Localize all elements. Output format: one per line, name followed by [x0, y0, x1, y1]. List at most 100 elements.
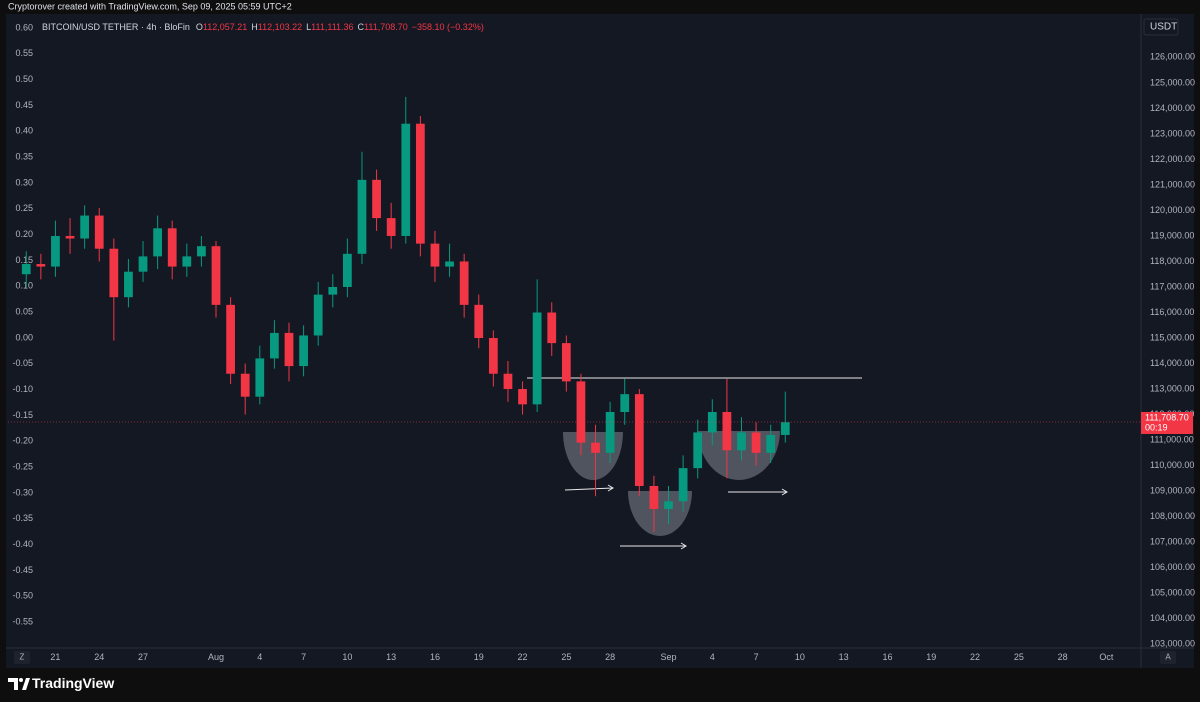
- y-tick-label: 119,000.00: [1150, 230, 1194, 240]
- logo-part: [19, 678, 23, 682]
- scale-button-label[interactable]: A: [1165, 653, 1171, 662]
- candle-body: [240, 373, 250, 397]
- candle-body: [430, 243, 440, 267]
- y-tick-label: 124,000.00: [1150, 103, 1195, 113]
- x-tick-label: 4: [710, 652, 715, 662]
- ohlc-label: C: [358, 22, 365, 32]
- scale-button[interactable]: [14, 651, 30, 664]
- candles: [21, 96, 790, 532]
- candle-body: [737, 432, 746, 451]
- y-tick-label: 126,000.00: [1150, 52, 1195, 62]
- x-tick-label: 10: [342, 652, 352, 662]
- scale-button[interactable]: [1160, 651, 1176, 664]
- candle-body: [722, 412, 732, 451]
- y2-tick-label: 0.20: [15, 229, 33, 239]
- candle-body: [503, 373, 513, 390]
- y-tick-label: 103,000.00: [1150, 639, 1195, 649]
- candle-body: [386, 218, 396, 236]
- x-tick-label: 7: [754, 652, 759, 662]
- currency-box: [1143, 18, 1179, 36]
- y-tick-label: 104,000.00: [1150, 613, 1195, 623]
- ohlc-label: H: [251, 22, 258, 32]
- x-tick-label: 4: [257, 652, 262, 662]
- change: −358.10 (−0.32%): [412, 22, 484, 32]
- candle-body: [138, 256, 148, 272]
- scale-button-label[interactable]: Z: [20, 653, 25, 662]
- x-tick-label: 7: [301, 652, 306, 662]
- y2-tick-label: 0.50: [15, 74, 33, 84]
- candle-body: [634, 394, 644, 486]
- candle-body: [167, 228, 177, 267]
- candle-body: [401, 123, 411, 236]
- ohlc-value: 112,103.22: [258, 22, 302, 32]
- countdown: 00:19: [1145, 422, 1168, 432]
- y-tick-label: 118,000.00: [1150, 256, 1194, 266]
- candle-body: [226, 304, 235, 374]
- y-tick-label: 109,000.00: [1150, 485, 1195, 495]
- candle-body: [313, 294, 323, 336]
- y-tick-label: 123,000.00: [1150, 128, 1195, 138]
- candle-body: [36, 264, 46, 267]
- y2-tick-label: 0.30: [15, 177, 33, 187]
- x-tick-label: 19: [926, 652, 936, 662]
- x-tick-label: 13: [839, 652, 849, 662]
- x-tick-label: 13: [386, 652, 396, 662]
- y2-tick-label: -0.40: [12, 539, 33, 549]
- candle-body: [255, 358, 265, 397]
- y-tick-label: 115,000.00: [1150, 332, 1194, 342]
- candle-body: [153, 228, 162, 257]
- y2-tick-label: 0.05: [15, 307, 33, 317]
- candle-body: [664, 501, 673, 509]
- y-tick-label: 107,000.00: [1150, 536, 1195, 546]
- candle-body: [780, 422, 790, 435]
- candle-body: [372, 179, 381, 219]
- x-tick-label: 21: [50, 652, 60, 662]
- y2-tick-label: -0.10: [12, 384, 33, 394]
- x-tick-label: 22: [518, 652, 528, 662]
- cup-shape: [628, 491, 692, 536]
- candle-body: [766, 434, 776, 453]
- candle-body: [576, 381, 586, 443]
- x-tick-label: 24: [94, 652, 104, 662]
- candle-body: [445, 261, 454, 267]
- arrow: [728, 488, 788, 496]
- candle-body: [197, 246, 206, 257]
- x-tick-label: Sep: [661, 652, 677, 662]
- y-tick-label: 105,000.00: [1150, 588, 1195, 598]
- y2-tick-label: 0.10: [15, 281, 33, 291]
- candle-body: [591, 442, 600, 453]
- brand: TradingView: [32, 675, 114, 691]
- x-tick-label: 25: [1014, 652, 1024, 662]
- y2-tick-label: -0.05: [12, 358, 33, 368]
- y2-tick-label: 0.35: [15, 152, 33, 162]
- x-tick-label: 27: [138, 652, 148, 662]
- candle-body: [94, 215, 104, 249]
- logo-part: [22, 678, 30, 690]
- arrows: [564, 484, 788, 550]
- x-tick-label: 19: [474, 652, 484, 662]
- x-tick-label: 16: [430, 652, 440, 662]
- candle-body: [547, 312, 557, 344]
- candle-body: [561, 343, 571, 382]
- x-tick-label: 10: [795, 652, 805, 662]
- y2-tick-label: 0.55: [15, 48, 33, 58]
- candle-body: [620, 394, 630, 413]
- logo-part: [8, 678, 18, 690]
- y-tick-label: 114,000.00: [1150, 358, 1194, 368]
- candle-body: [182, 256, 192, 267]
- y2-tick-label: -0.55: [12, 617, 33, 627]
- candle-body: [459, 261, 469, 305]
- candle-body: [343, 253, 352, 287]
- candle-body: [707, 412, 717, 433]
- y2-tick-label: -0.50: [12, 591, 33, 601]
- candle-body: [328, 286, 338, 295]
- x-tick-label: Aug: [208, 652, 224, 662]
- y-tick-label: 108,000.00: [1150, 511, 1195, 521]
- y-tick-label: 120,000.00: [1150, 205, 1195, 215]
- y2-tick-label: -0.45: [12, 565, 33, 575]
- y2-tick-label: -0.15: [12, 410, 33, 420]
- candle-body: [532, 312, 542, 405]
- candle-body: [109, 248, 119, 298]
- candle-body: [51, 235, 60, 267]
